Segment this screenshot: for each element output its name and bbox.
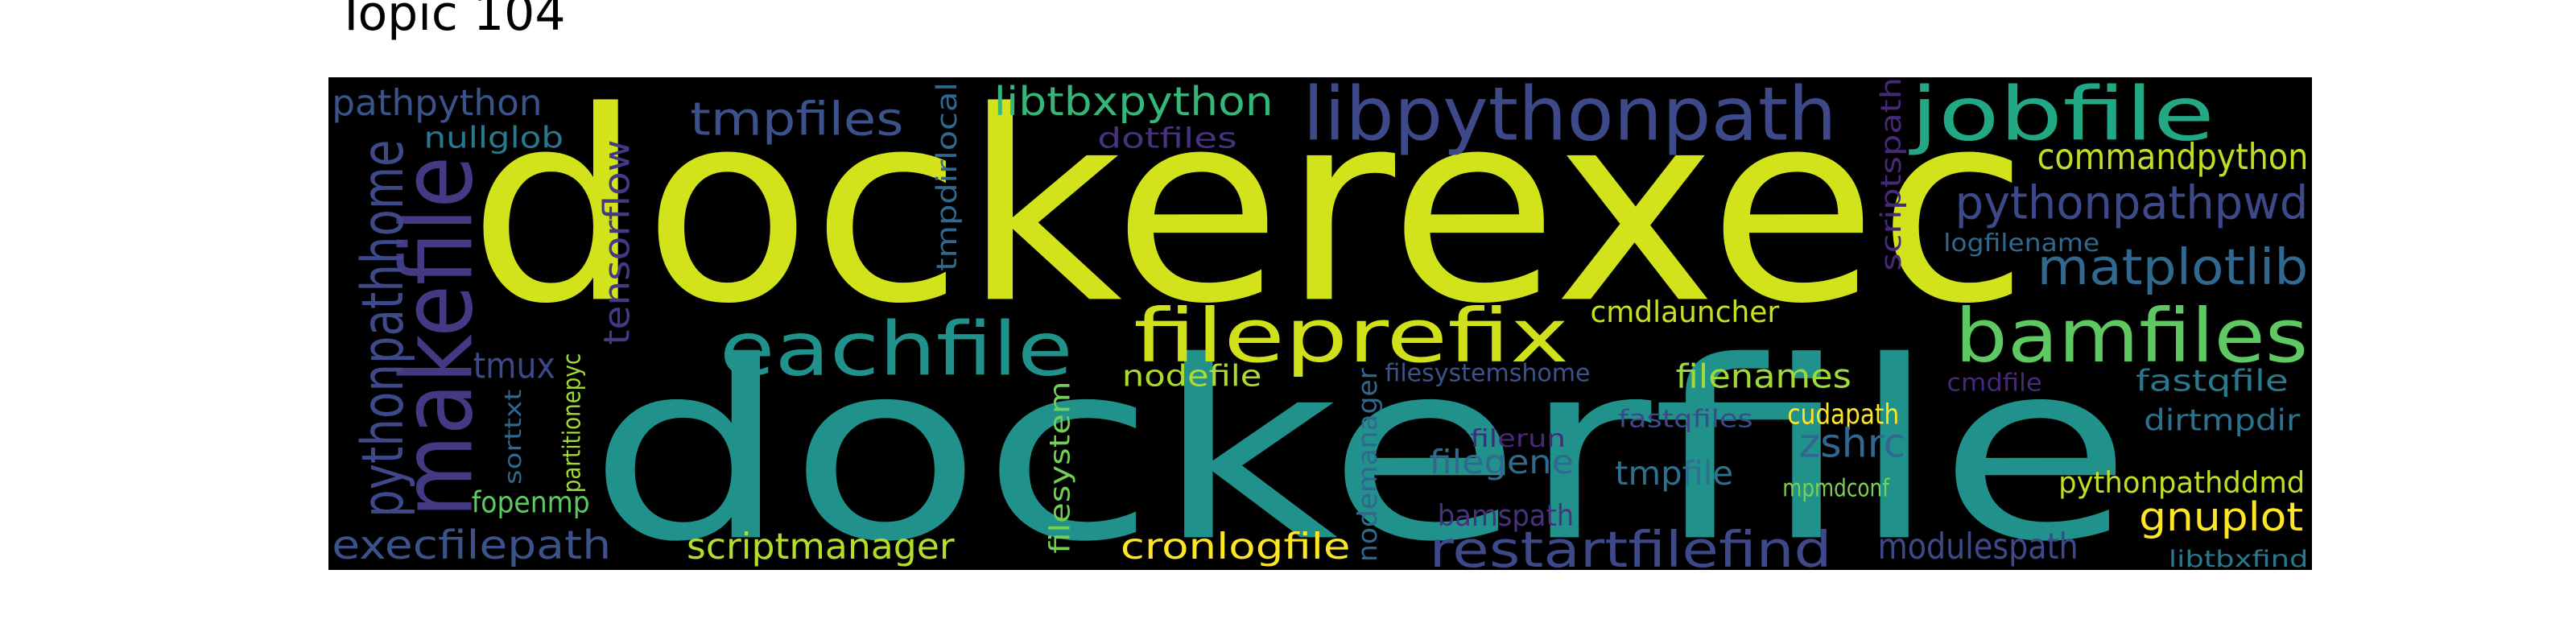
word: filesystemshome (1385, 359, 1590, 387)
word: filesystem (1045, 381, 1077, 553)
word: dockerexec (469, 56, 2029, 361)
word: makefile (380, 156, 495, 518)
word: bamfiles (1955, 293, 2309, 379)
word: execfilepath (332, 522, 611, 568)
word: jobfile (1909, 71, 2215, 157)
word: dotfiles (1097, 123, 1236, 155)
word: pathpython (332, 81, 542, 124)
word: nullglob (424, 121, 564, 155)
word: gnuplot (2139, 494, 2303, 540)
title: Topic 104 (336, 0, 566, 42)
word: dockerfile (588, 309, 2132, 596)
cloud-background (328, 77, 2312, 570)
word: cudapath (1787, 399, 1899, 431)
word: eachfile (720, 306, 1073, 392)
word: commandpython (2037, 135, 2309, 178)
word: fastqfiles (1618, 406, 1752, 434)
word: scriptmanager (687, 525, 955, 568)
word: fastqfile (2136, 364, 2289, 398)
word: bamspath (1438, 498, 1574, 533)
word: sorttxt (499, 390, 526, 485)
word: dirtmpdir (2144, 403, 2301, 438)
word: pythonpathhome (349, 139, 416, 517)
word: libtbxfind (2169, 545, 2308, 572)
word: logfilename (1943, 229, 2099, 258)
word: mpmdconf (1782, 474, 1890, 502)
word: libtbxpython (994, 79, 1274, 125)
word: cmdfile (1946, 369, 2041, 398)
word: tmpdirlocal (931, 82, 964, 271)
word: tmpfiles (690, 93, 903, 146)
word: tmux (473, 344, 555, 386)
word: cmdlauncher (1591, 295, 1781, 329)
word: filenames (1676, 357, 1852, 396)
word: tmpfile (1615, 454, 1733, 493)
word: nodemanager (1352, 368, 1383, 562)
word: modulespath (1878, 525, 2079, 568)
word: scriptspath (1876, 77, 1908, 271)
word: nodefile (1122, 359, 1261, 394)
word: cronlogfile (1121, 525, 1351, 568)
word: pythonpathddmd (2058, 465, 2305, 500)
word: partitionepyc (558, 353, 586, 493)
word: tensorflow (596, 139, 638, 345)
word: fileprefix (1133, 293, 1569, 379)
word: matplotlib (2037, 239, 2309, 296)
word: restartfilefind (1430, 522, 1832, 579)
word: filerun (1471, 425, 1566, 453)
word: filegene (1430, 443, 1575, 481)
word: fopenmp (472, 485, 590, 520)
word: libpythonpath (1302, 71, 1836, 157)
word: zshrc (1799, 420, 1906, 466)
word: pythonpathpwd (1955, 176, 2309, 229)
